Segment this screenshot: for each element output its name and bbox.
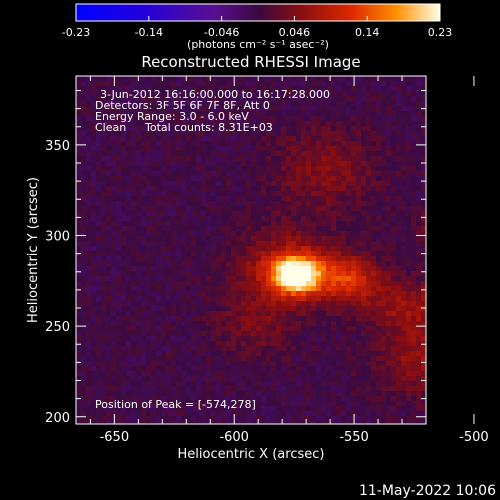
x-axis-label: Heliocentric X (arcsec) <box>178 447 325 462</box>
y-axis-label: Heliocentric Y (arcsec) <box>26 177 41 323</box>
y-tick-label: 350 <box>45 139 70 154</box>
chart-title: Reconstructed RHESSI Image <box>141 53 360 71</box>
heatmap <box>76 76 426 424</box>
annotation-clean: Clean <box>95 121 126 134</box>
y-tick-label: 200 <box>45 411 70 426</box>
colorbar-tick-label: -0.14 <box>135 26 163 39</box>
y-tick-label: 250 <box>45 320 70 335</box>
colorbar-tick-label: 0.23 <box>428 26 453 39</box>
colorbar-tick-label: -0.23 <box>62 26 90 39</box>
annotation-energy: Energy Range: 3.0 - 6.0 keV <box>95 110 249 123</box>
plot-frame <box>75 75 427 425</box>
colorbar-tick-label: 0.046 <box>279 26 311 39</box>
annotation-time: 3-Jun-2012 16:16:00.000 to 16:17:28.000 <box>100 88 330 101</box>
peak-position-label: Position of Peak = [-574,278] <box>95 398 256 411</box>
x-tick-label: -650 <box>100 430 130 445</box>
y-tick-label: 300 <box>45 230 70 245</box>
colorbar <box>75 3 441 22</box>
x-tick-label: -500 <box>459 430 489 445</box>
colorbar-ticks <box>75 16 441 21</box>
annotation-counts: Total counts: 8.31E+03 <box>144 121 273 134</box>
x-tick-label: -550 <box>339 430 369 445</box>
colorbar-units: (photons cm⁻² s⁻¹ asec⁻²) <box>187 38 329 51</box>
x-tick-label: -600 <box>219 430 249 445</box>
colorbar-tick-label: 0.14 <box>355 26 380 39</box>
footer-date: 11-May-2022 10:06 <box>359 483 496 499</box>
annotation-detectors: Detectors: 3F 5F 6F 7F 8F, Att 0 <box>95 99 270 112</box>
colorbar-tick-label: -0.046 <box>204 26 239 39</box>
